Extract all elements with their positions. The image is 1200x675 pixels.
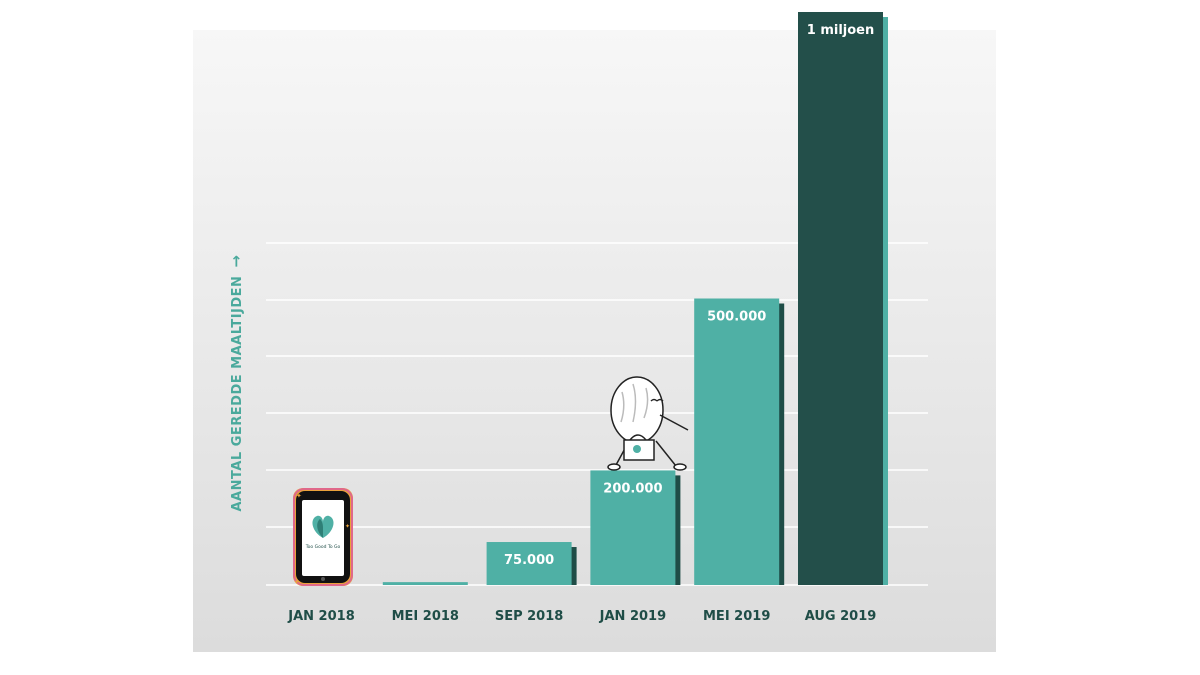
data-label: 1 miljoen (807, 23, 875, 38)
bars (382, 12, 888, 585)
bar (694, 298, 780, 585)
category-label: SEP 2018 (495, 609, 563, 624)
sparkle-icon: ✦ (345, 523, 350, 530)
sparkle-icon: ✦ (294, 579, 299, 586)
mascot-eyes (650, 398, 664, 402)
mascot-foot-right (673, 463, 687, 471)
phone-home-button (321, 577, 325, 581)
bag-logo-icon (633, 445, 641, 453)
mascot-body (610, 376, 664, 444)
mascot-bag-handle (629, 434, 647, 441)
phone-illustration: Too Good To Go ✦ ✦ ✦ (293, 488, 353, 586)
bar (798, 12, 883, 585)
data-labels: 75.000 200.000 500.000 1 miljoen (504, 23, 874, 568)
data-label: 200.000 (603, 481, 662, 496)
bar (590, 470, 676, 585)
y-axis-label-text: AANTAL GEREDDE MAALTIJDEN (230, 275, 245, 512)
app-logo-icon (312, 515, 334, 538)
phone-outline-pink (293, 488, 353, 586)
category-label: MEI 2019 (703, 609, 770, 624)
mascot-arm (659, 414, 689, 431)
y-axis-label: AANTAL GEREDDE MAALTIJDEN → (227, 254, 245, 511)
bar (382, 582, 468, 585)
mascot-leg-right (655, 440, 677, 467)
mascot-illustration (607, 376, 689, 471)
category-label: JAN 2019 (599, 609, 667, 624)
category-labels: JAN 2018 MEI 2018 SEP 2018 JAN 2019 MEI 2019… (287, 609, 876, 624)
category-label: AUG 2019 (805, 609, 877, 624)
arrow-right-icon: → (227, 254, 245, 268)
category-label: JAN 2018 (287, 609, 355, 624)
mascot-foot-left (607, 463, 621, 471)
category-label: MEI 2018 (392, 609, 459, 624)
bar (486, 542, 572, 585)
app-logo-shade (317, 519, 323, 538)
sparkle-icon: ✦ (296, 492, 302, 500)
data-label: 500.000 (707, 310, 766, 325)
data-label: 75.000 (504, 553, 554, 568)
phone-app-name: Too Good To Go (305, 544, 341, 550)
mascot-body-lines (620, 383, 649, 423)
